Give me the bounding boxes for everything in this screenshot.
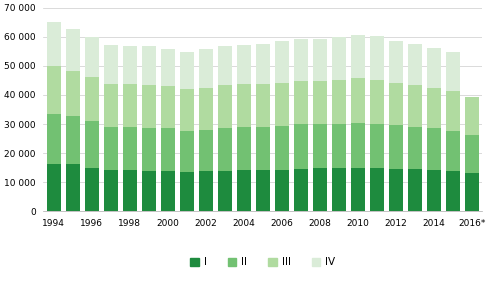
Bar [199,88,213,130]
Bar [294,124,308,169]
Bar [180,172,194,211]
Bar [294,39,308,81]
Bar [85,168,99,211]
Bar [199,172,213,211]
Bar [446,172,460,211]
Bar [389,83,403,125]
Bar [256,127,270,170]
Bar [274,170,289,211]
Bar [85,37,99,78]
Bar [104,170,118,211]
Bar [142,85,156,127]
Bar [446,91,460,131]
Bar [123,127,137,170]
Bar [313,168,327,211]
Bar [85,121,99,168]
Bar [332,37,346,80]
Bar [256,84,270,127]
Bar [370,124,384,168]
Bar [123,46,137,85]
Bar [294,81,308,124]
Bar [332,124,346,168]
Bar [161,86,175,128]
Bar [180,131,194,172]
Bar [180,89,194,131]
Bar [47,114,61,165]
Bar [237,45,251,85]
Bar [161,49,175,86]
Legend: I, II, III, IV: I, II, III, IV [186,253,339,271]
Bar [237,170,251,211]
Bar [47,22,61,66]
Bar [446,131,460,172]
Bar [408,169,422,211]
Bar [332,80,346,124]
Bar [104,84,118,127]
Bar [351,168,365,211]
Bar [256,170,270,211]
Bar [274,83,289,126]
Bar [427,88,441,128]
Bar [332,168,346,211]
Bar [408,85,422,127]
Bar [104,127,118,170]
Bar [370,37,384,80]
Bar [464,97,479,135]
Bar [389,169,403,211]
Bar [389,125,403,169]
Bar [370,80,384,124]
Bar [142,46,156,85]
Bar [142,127,156,171]
Bar [161,171,175,211]
Bar [66,165,80,211]
Bar [123,85,137,127]
Bar [199,130,213,172]
Bar [237,127,251,170]
Bar [199,49,213,88]
Bar [66,29,80,70]
Bar [408,44,422,85]
Bar [47,165,61,211]
Bar [464,135,479,173]
Bar [408,127,422,169]
Bar [237,85,251,127]
Bar [427,48,441,88]
Bar [123,170,137,211]
Bar [161,128,175,171]
Bar [313,39,327,81]
Bar [351,124,365,168]
Bar [256,44,270,84]
Bar [218,171,232,211]
Bar [464,173,479,211]
Bar [427,128,441,170]
Bar [218,46,232,85]
Bar [274,41,289,83]
Bar [104,45,118,84]
Bar [218,85,232,127]
Bar [313,81,327,124]
Bar [218,127,232,171]
Bar [351,78,365,124]
Bar [142,171,156,211]
Bar [47,66,61,114]
Bar [274,126,289,170]
Bar [370,168,384,211]
Bar [85,78,99,121]
Bar [66,70,80,117]
Bar [66,117,80,165]
Bar [180,52,194,89]
Bar [313,124,327,168]
Bar [351,35,365,78]
Bar [446,52,460,91]
Bar [294,169,308,211]
Bar [427,170,441,211]
Bar [389,41,403,83]
